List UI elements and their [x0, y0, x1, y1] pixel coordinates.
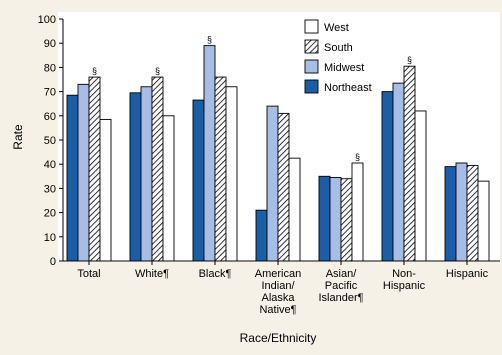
bar-west-5 [414, 110, 427, 262]
bar-south-6 [466, 164, 479, 262]
bar-midwest-4 [329, 177, 342, 262]
bar-west-6 [477, 180, 490, 262]
bar-west-0 [99, 118, 112, 262]
annotations: § § § § § [92, 35, 412, 162]
annotation-0: § [92, 66, 97, 76]
bar-south-4 [340, 178, 353, 262]
legend-label-northeast: Northeast [324, 82, 372, 94]
x-tick-label-6: Hispanic [446, 268, 489, 280]
annotation-2: § [207, 35, 212, 45]
x-tick-label-4: Asian/Pacific Islander¶ [318, 268, 363, 304]
bar-northeast-1 [129, 92, 142, 262]
legend-swatch-midwest [304, 59, 319, 74]
x-tick-labels: Total White¶ Black¶ American Indian/Alaska Na… [77, 268, 488, 316]
y-tick-label: 40 [44, 159, 56, 171]
bar-midwest-6 [455, 162, 468, 262]
y-tick-label: 0 [50, 256, 56, 268]
y-tick-label: 20 [44, 208, 56, 220]
y-tick-label: 70 [44, 87, 56, 99]
bar-west-4 [351, 162, 364, 262]
bar-northeast-0 [66, 94, 79, 262]
bar-midwest-2 [203, 45, 216, 262]
bar-south-0 [88, 76, 101, 262]
bar-midwest-5 [392, 82, 405, 262]
bar-midwest-3 [266, 105, 279, 262]
annotation-3: § [355, 152, 360, 162]
y-tick-label: 50 [44, 135, 56, 147]
bar-northeast-2 [192, 99, 205, 262]
x-axis-label: Race/Ethnicity [240, 331, 317, 345]
annotation-4: § [407, 55, 412, 65]
bar-northeast-5 [381, 91, 394, 262]
bar-west-3 [288, 157, 301, 262]
annotation-1: § [155, 66, 160, 76]
x-tick-label-0: Total [77, 268, 100, 280]
legend-swatch-northeast [304, 79, 319, 94]
y-tick-label: 10 [44, 232, 56, 244]
x-tick-label-2: Black¶ [199, 268, 232, 280]
bar-northeast-4 [318, 175, 331, 262]
x-tick-label-5: Non-Hispanic [383, 268, 426, 292]
legend-swatch-south [304, 39, 319, 54]
y-tick-label: 80 [44, 62, 56, 74]
bar-south-1 [151, 76, 164, 262]
legend-swatch-west [304, 19, 319, 34]
bar-south-2 [214, 76, 227, 262]
bar-south-3 [277, 112, 290, 262]
y-axis-label: Rate [11, 124, 25, 150]
bar-west-2 [225, 86, 238, 262]
legend-label-midwest: Midwest [324, 62, 364, 74]
bar-northeast-6 [444, 166, 457, 262]
legend-label-west: West [324, 22, 349, 34]
x-tick-label-3: American Indian/Alaska Native¶ [255, 268, 301, 316]
legend-label-south: South [324, 42, 353, 54]
y-tick-label: 60 [44, 111, 56, 123]
y-tick-label: 90 [44, 38, 56, 50]
y-tick-label: 100 [38, 14, 56, 26]
bar-midwest-1 [140, 86, 153, 262]
legend: West South Midwest Northeast [304, 19, 372, 94]
bar-west-1 [162, 115, 175, 262]
bar-northeast-3 [255, 209, 268, 262]
bar-south-5 [403, 65, 416, 262]
x-tick-label-1: White¶ [135, 268, 169, 280]
bar-midwest-0 [77, 83, 90, 262]
axes: 0 10 20 30 40 50 60 70 80 90 100 [38, 14, 500, 268]
y-tick-label: 30 [44, 183, 56, 195]
